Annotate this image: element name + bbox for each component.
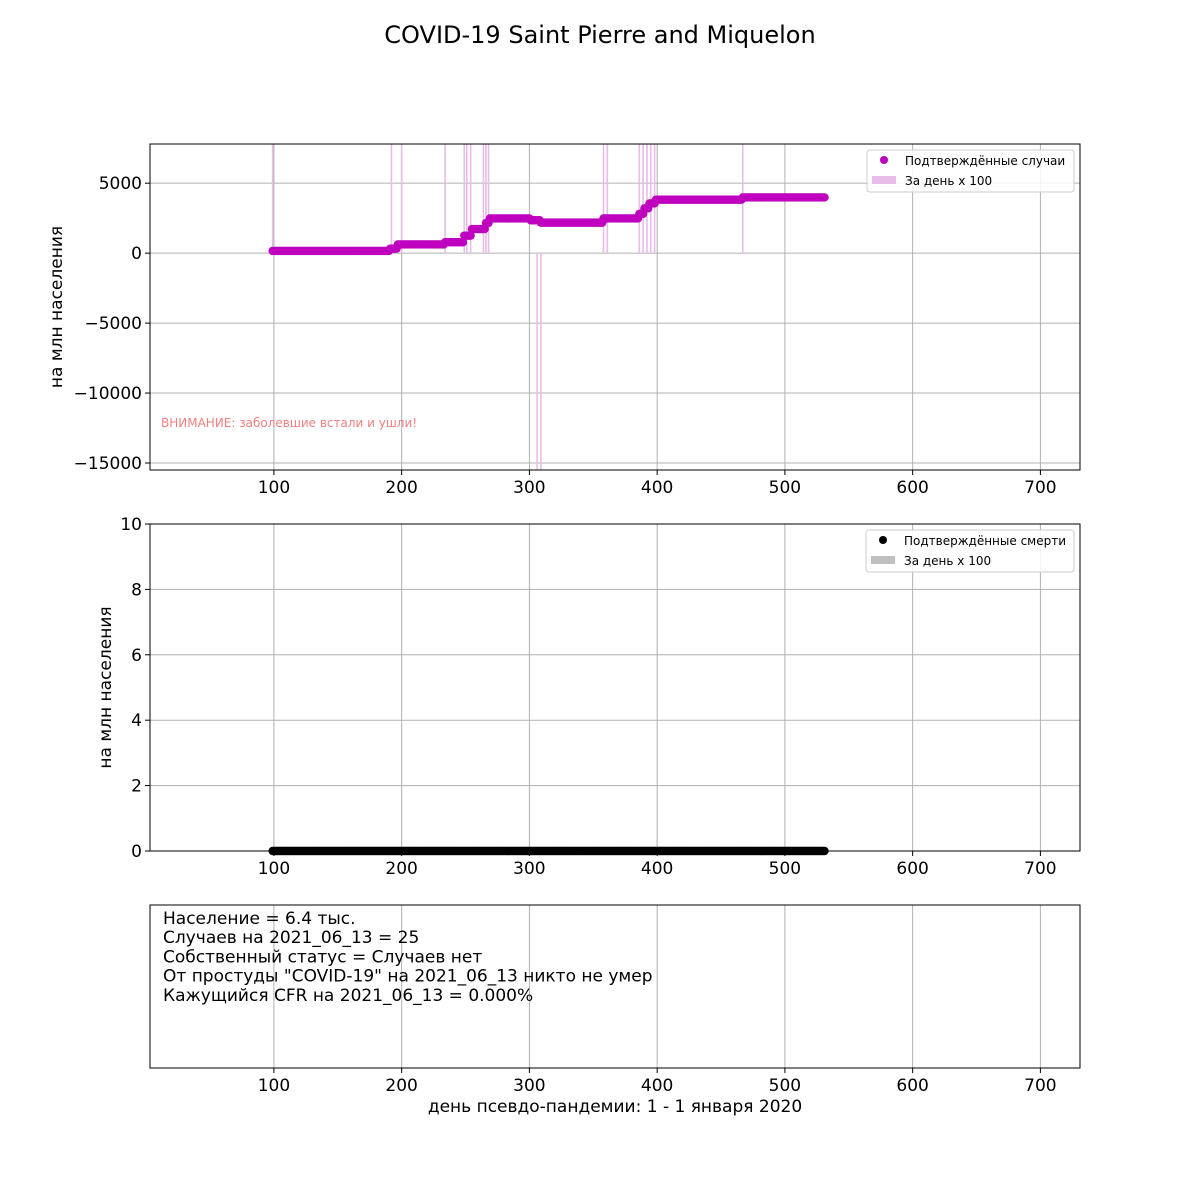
y-tick-label: 6 [131, 646, 142, 666]
legend: Подтверждённые смерти За день x 100 [865, 529, 1075, 573]
x-tick-label: 100 [258, 859, 290, 879]
x-tick-label: 600 [896, 478, 928, 498]
daily-bar [536, 253, 538, 470]
y-axis-label: на млн населения [96, 606, 116, 768]
x-tick-label: 200 [385, 859, 417, 879]
warning-annotation: ВНИМАНИЕ: заболевшие встали и ушли! [161, 416, 417, 430]
y-tick-label: 2 [131, 777, 142, 797]
legend-marker-bars [872, 176, 896, 184]
y-axis-label: на млн населения [47, 226, 67, 388]
x-tick-label: 300 [513, 859, 545, 879]
x-tick-label: 400 [641, 478, 673, 498]
data-point [820, 193, 829, 202]
daily-bar [485, 144, 487, 254]
y-tick-label: −5000 [84, 314, 142, 334]
legend-label-points: Подтверждённые случаи [905, 154, 1065, 168]
y-tick-label: −15000 [74, 454, 142, 474]
deaths-panel: 100 200 300 400 500 600 700 0 2 4 6 8 10 на млн насел… [96, 515, 1081, 879]
x-tick-label: 300 [513, 478, 545, 498]
data-point [466, 231, 475, 240]
x-tick-label: 500 [769, 478, 801, 498]
x-axis-label: день псевдо-пандемии: 1 - 1 января 2020 [428, 1097, 802, 1117]
figure-title: COVID-19 Saint Pierre and Miquelon [384, 21, 815, 49]
legend-frame [866, 149, 1075, 193]
legend-label-bars: За день x 100 [905, 174, 992, 188]
summary-line: Население = 6.4 тыс. [163, 909, 356, 929]
x-tick-label: 500 [769, 859, 801, 879]
x-tick-label: 200 [385, 478, 417, 498]
y-tick-label: 4 [131, 711, 142, 731]
y-tick-label: 0 [131, 842, 142, 862]
x-tick-label: 100 [258, 478, 290, 498]
summary-panel: 100 200 300 400 500 600 700 Население = 6.4 тыс… [149, 904, 1081, 1096]
x-tick-label: 700 [1024, 1076, 1056, 1096]
summary-line: От простуды "COVID-19" на 2021_06_13 ник… [163, 967, 653, 987]
daily-bar [646, 144, 648, 254]
daily-bar [482, 144, 485, 254]
daily-bar [271, 144, 274, 254]
x-tick-label: 300 [513, 1076, 545, 1096]
x-tick-label: 600 [896, 1076, 928, 1096]
daily-bar [469, 144, 472, 254]
daily-bar [466, 144, 468, 254]
y-tick-label: 5000 [99, 174, 142, 194]
daily-bar [390, 144, 393, 254]
x-tick-label: 600 [896, 859, 928, 879]
legend-label-bars: За день x 100 [904, 554, 991, 568]
legend-label-points: Подтверждённые смерти [904, 534, 1066, 548]
daily-bar [642, 144, 644, 254]
legend: Подтверждённые случаи За день x 100 [866, 149, 1075, 193]
y-tick-label: 8 [131, 580, 142, 600]
x-tick-label: 400 [641, 1076, 673, 1096]
y-tick-label: 10 [120, 515, 142, 535]
plot-frame [149, 523, 1081, 852]
daily-bar [602, 144, 605, 254]
y-tick-label: 0 [131, 244, 142, 264]
daily-bar [540, 253, 542, 470]
daily-bar [606, 144, 609, 254]
daily-bar [444, 144, 446, 254]
x-tick-label: 700 [1024, 478, 1056, 498]
summary-line: Случаев на 2021_06_13 = 25 [163, 928, 419, 948]
daily-bar [400, 144, 403, 254]
x-tick-label: 200 [385, 1076, 417, 1096]
data-point [458, 238, 468, 247]
legend-marker-points [879, 536, 887, 544]
legend-frame [865, 529, 1075, 573]
cases-panel: 100 200 300 400 500 600 700 5000 0 −5000 −10000 −15… [47, 143, 1081, 498]
plot-frame [149, 143, 1081, 471]
daily-bar [638, 144, 641, 254]
x-tick-label: 700 [1024, 859, 1056, 879]
y-tick-label: −10000 [74, 384, 142, 404]
legend-marker-bars [871, 556, 895, 564]
daily-bar [649, 144, 652, 254]
x-tick-label: 400 [641, 859, 673, 879]
x-tick-label: 500 [769, 1076, 801, 1096]
summary-line: Собственный статус = Случаев нет [163, 947, 482, 967]
daily-bar [487, 144, 490, 254]
legend-marker-points [880, 156, 888, 164]
x-tick-label: 100 [258, 1076, 290, 1096]
daily-bar [463, 144, 466, 254]
plot-frame [149, 904, 1081, 1069]
summary-line: Кажущийся CFR на 2021_06_13 = 0.000% [163, 986, 533, 1006]
